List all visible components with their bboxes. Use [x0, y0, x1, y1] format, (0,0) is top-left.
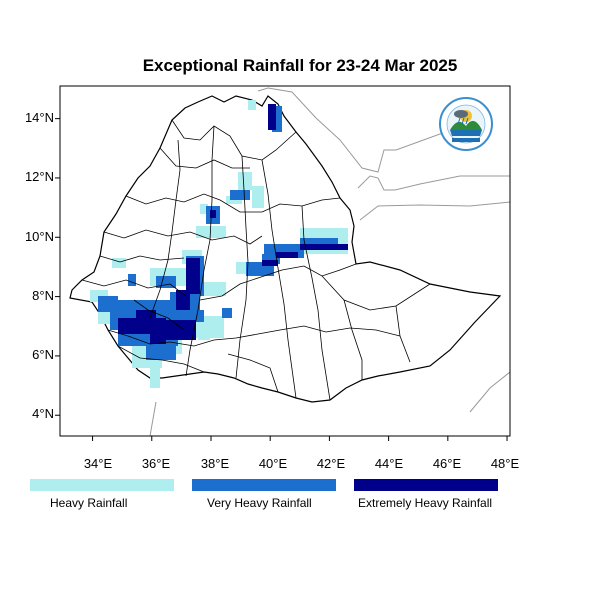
admin-boundaries	[81, 119, 431, 401]
x-axis	[92, 436, 508, 441]
y-tick-label: 12°N	[25, 169, 54, 184]
x-tick-label: 46°E	[433, 456, 462, 471]
x-tick-label: 34°E	[84, 456, 113, 471]
y-tick-label: 8°N	[32, 288, 54, 303]
legend-swatch-very-heavy	[192, 479, 336, 491]
meteorology-agency-logo-icon	[439, 97, 493, 151]
y-tick-label: 6°N	[32, 347, 54, 362]
x-tick-labels: 34°E 36°E 38°E 40°E 42°E 44°E 46°E 48°E	[84, 456, 520, 471]
djibouti-border	[357, 175, 510, 191]
y-tick-label: 14°N	[25, 110, 54, 125]
x-tick-label: 48°E	[491, 456, 520, 471]
extremely-heavy-rainfall-cells	[118, 104, 348, 344]
kenya-border	[149, 401, 157, 436]
legend-swatch-heavy	[30, 479, 174, 491]
map-title: Exceptional Rainfall for 23-24 Mar 2025	[142, 56, 458, 75]
map-frame	[59, 85, 511, 437]
y-tick-labels: 14°N 12°N 10°N 8°N 6°N 4°N	[25, 110, 54, 421]
x-tick-label: 44°E	[375, 456, 404, 471]
legend-label-very-heavy: Very Heavy Rainfall	[207, 496, 312, 510]
y-tick-label: 4°N	[32, 406, 54, 421]
somalia-coast	[469, 371, 510, 413]
rainfall-cells	[90, 100, 348, 388]
legend-swatch-extremely-heavy	[354, 479, 498, 491]
legend-label-extremely-heavy: Extremely Heavy Rainfall	[358, 496, 493, 510]
y-tick-label: 10°N	[25, 229, 54, 244]
y-axis	[55, 118, 60, 416]
eritrea-sudan-border	[257, 87, 461, 173]
x-tick-label: 36°E	[142, 456, 171, 471]
legend-label-heavy: Heavy Rainfall	[50, 496, 128, 510]
x-tick-label: 38°E	[201, 456, 230, 471]
x-tick-label: 42°E	[317, 456, 346, 471]
neighbor-borders	[149, 87, 510, 436]
gulf-coast	[359, 201, 510, 221]
x-tick-label: 40°E	[259, 456, 288, 471]
